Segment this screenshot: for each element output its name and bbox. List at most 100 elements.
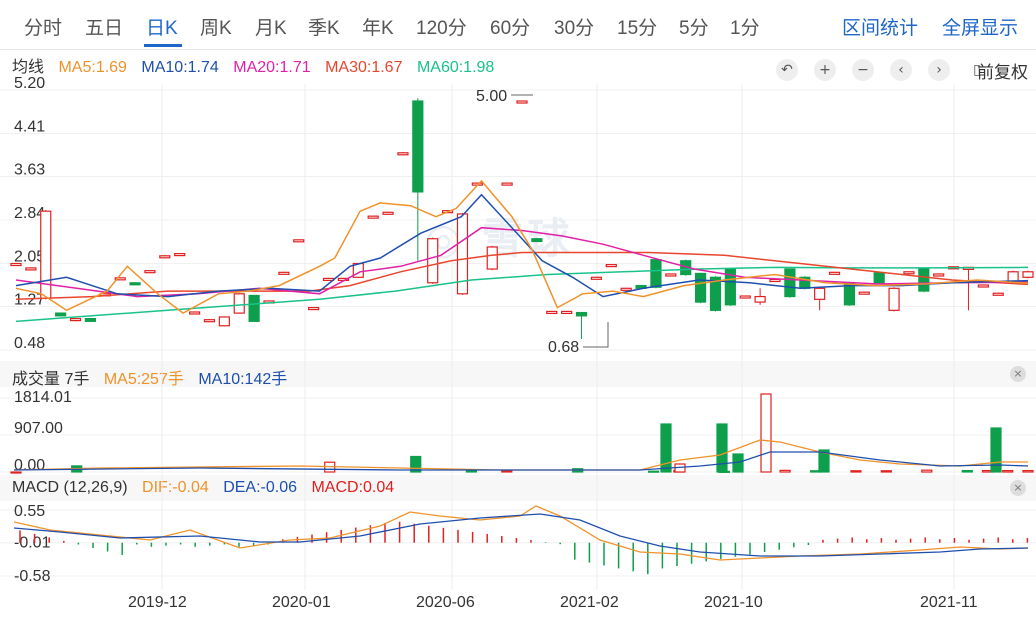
candle-body-58 <box>873 272 885 284</box>
candle-body-4 <box>69 318 82 322</box>
tab-9[interactable]: 30分 <box>554 18 595 39</box>
period-tabs: 分时 五日 日K 周K 月K 季K 年K 120分 60分 30分 15分 5分 1分 <box>0 0 1036 50</box>
x-tick-4: 2021-10 <box>704 594 763 611</box>
macd-legend-label: MACD (12,26,9) <box>12 479 128 496</box>
right-icon[interactable]: › <box>928 59 950 81</box>
volume-bar-14 <box>921 469 933 473</box>
vol-ytick-1: 907.00 <box>14 420 63 437</box>
candle-body-59 <box>888 287 900 311</box>
volume-bar-0 <box>10 471 22 474</box>
candle-body-40 <box>605 264 617 268</box>
tab-2[interactable]: 日K <box>146 18 178 39</box>
volume-legend: 成交量 7手 MA5:257手 MA10:142手 <box>12 365 297 389</box>
candle-body-46 <box>694 272 707 303</box>
volume-bar-15 <box>961 469 973 473</box>
candle-body-52 <box>784 268 796 298</box>
candle-body-12 <box>188 311 201 315</box>
low-annotation-line <box>583 322 609 348</box>
volume-spike-2 <box>760 393 772 473</box>
candle-body-30 <box>456 213 469 295</box>
macd-ytick-1: -0.01 <box>14 535 51 552</box>
fullscreen-button[interactable]: 全屏显示 <box>942 18 1019 39</box>
price-ytick-2: 3.63 <box>14 161 45 178</box>
candle-body-54 <box>814 287 826 300</box>
ma5-legend: MA5:1.69 <box>58 59 127 76</box>
candle-body-55 <box>828 271 841 275</box>
close-macd-icon[interactable]: × <box>1010 480 1026 496</box>
candle-body-1 <box>25 267 37 271</box>
dea-legend: DEA:-0.06 <box>223 479 297 496</box>
close-volume-icon[interactable]: × <box>1010 366 1026 382</box>
dea-line <box>13 513 1029 557</box>
reset-icon[interactable]: ↶ <box>776 59 798 81</box>
tab-10[interactable]: 15分 <box>617 18 658 39</box>
tab-0[interactable]: 分时 <box>24 18 63 39</box>
candle-body-47 <box>709 276 722 311</box>
candle-body-68 <box>1022 271 1034 278</box>
x-tick-0: 2019-12 <box>128 594 187 611</box>
candle-body-15 <box>233 293 245 314</box>
tab-6[interactable]: 年K <box>362 18 394 39</box>
macd-ytick-0: 0.55 <box>14 503 45 520</box>
tab-3[interactable]: 周K <box>200 18 232 39</box>
candle-body-32 <box>486 246 498 270</box>
candle-body-41 <box>620 287 632 291</box>
volume-header <box>0 361 1036 387</box>
fuquan-selector[interactable]: 前复权 <box>977 63 1028 82</box>
candle-body-27 <box>412 100 424 193</box>
tab-1[interactable]: 五日 <box>85 18 124 39</box>
tab-4[interactable]: 月K <box>255 18 287 39</box>
macd-header <box>0 475 1036 501</box>
price-ytick-0: 5.20 <box>14 75 45 92</box>
tab-7[interactable]: 120分 <box>416 18 467 39</box>
candle-body-13 <box>203 319 216 323</box>
volume-spike-4 <box>990 427 1002 473</box>
candle-icon[interactable]: ▯ <box>973 62 981 78</box>
volume-bar-3 <box>410 455 422 473</box>
candle-body-25 <box>382 211 394 215</box>
candle-body-8 <box>129 282 141 286</box>
zoom-in-icon[interactable]: + <box>814 59 836 81</box>
zoom-out-icon[interactable]: − <box>852 59 874 81</box>
volume-bar-4 <box>465 470 477 473</box>
left-icon[interactable]: ‹ <box>890 59 912 81</box>
volume-bar-17 <box>1002 469 1014 473</box>
tab-8[interactable]: 60分 <box>490 18 531 39</box>
ma30-legend: MA30:1.67 <box>325 59 403 76</box>
interval-stats-button[interactable]: 区间统计 <box>842 18 919 39</box>
candle-body-37 <box>561 310 573 315</box>
candle-body-35 <box>531 238 543 243</box>
chart-toolbar: ↶ + − ‹ › ▯ 前复权 <box>736 57 1036 83</box>
price-ytick-3: 2.84 <box>14 205 45 222</box>
candle-body-20 <box>308 306 320 311</box>
price-ytick-1: 4.41 <box>14 119 45 136</box>
candle-body-39 <box>590 276 603 280</box>
candle-body-49 <box>739 295 751 299</box>
ma10-legend: MA10:1.74 <box>141 59 219 76</box>
tab-11[interactable]: 5分 <box>679 18 709 39</box>
vol-ytick-0: 1814.01 <box>14 389 72 406</box>
volume-bar-7 <box>647 470 660 473</box>
volume-bar-18 <box>1022 469 1034 473</box>
ma5-line <box>15 179 1029 314</box>
candle-body-24 <box>367 215 379 219</box>
candle-body-62 <box>933 273 945 277</box>
candle-body-0 <box>10 262 22 267</box>
tab-5[interactable]: 季K <box>308 18 340 39</box>
candle-body-11 <box>174 253 186 257</box>
ma20-legend: MA20:1.71 <box>233 59 311 76</box>
volume-bar-12 <box>850 470 862 473</box>
candle-body-50 <box>754 295 766 303</box>
candle-body-44 <box>665 273 677 277</box>
dif-legend: DIF:-0.04 <box>142 479 209 496</box>
candle-body-26 <box>397 152 409 156</box>
candle-body-14 <box>218 316 230 327</box>
ma60-legend: MA60:1.98 <box>416 59 495 76</box>
price-ytick-5: 1.27 <box>14 291 45 308</box>
price-ytick-4: 2.05 <box>14 249 45 266</box>
candle-body-43 <box>650 259 662 288</box>
candle-body-66 <box>992 292 1004 296</box>
tab-12[interactable]: 1分 <box>730 18 760 39</box>
volume-bar-5 <box>501 470 513 473</box>
